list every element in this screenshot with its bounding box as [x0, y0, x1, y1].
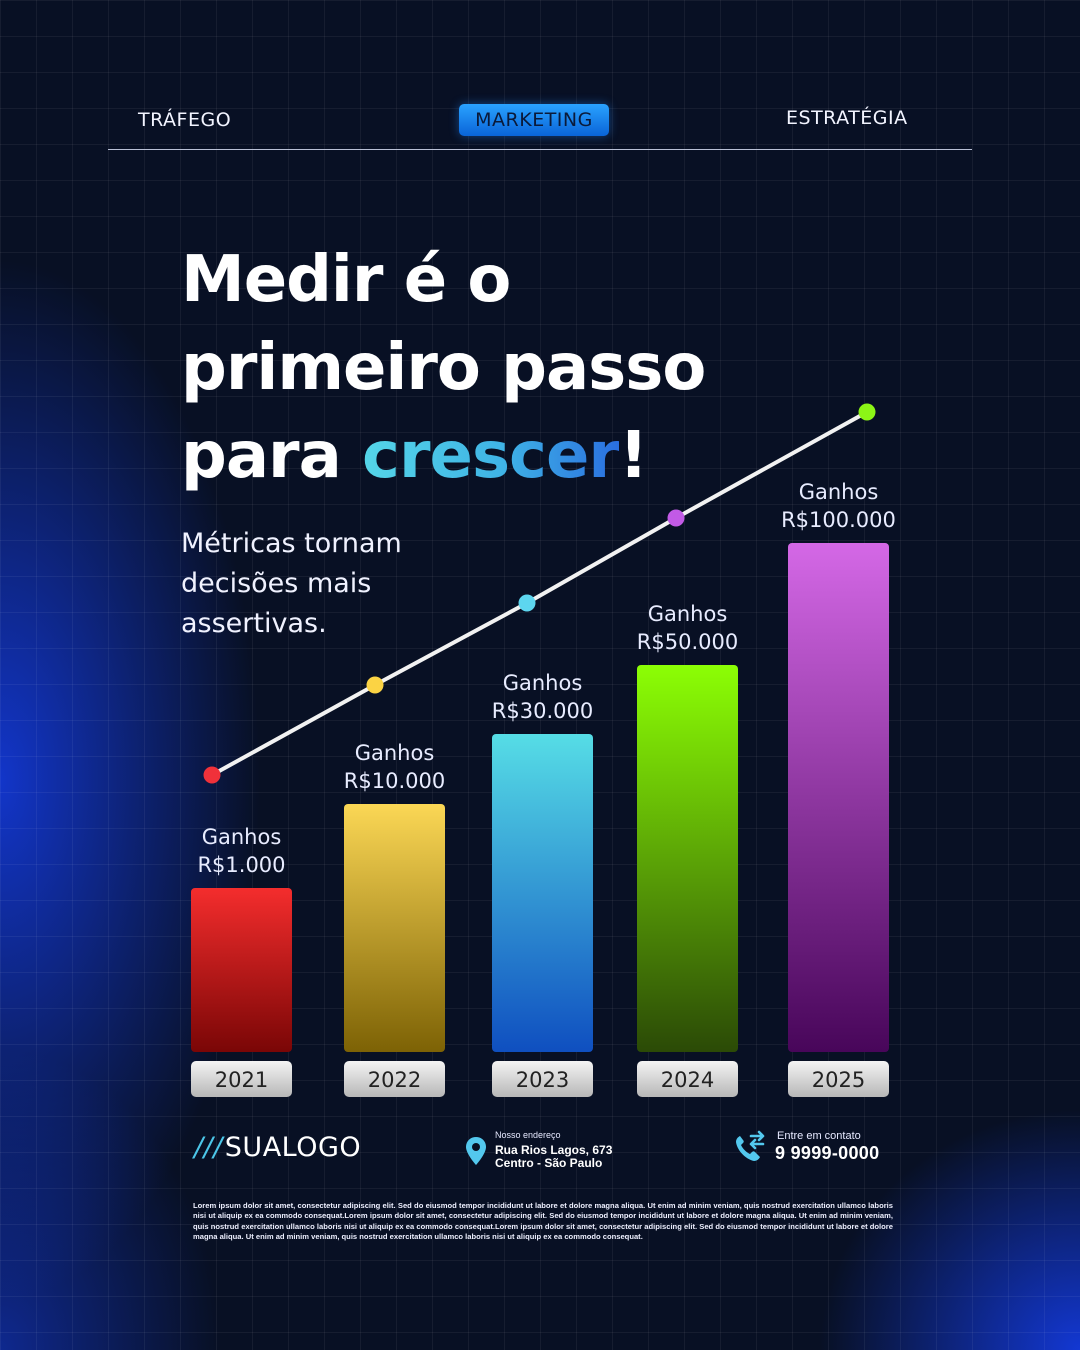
bar-label-title-2023: Ganhos: [503, 671, 583, 695]
year-label-2023: 2023: [516, 1068, 569, 1092]
bar-2023: [492, 734, 593, 1052]
nav-divider: [108, 149, 972, 150]
address-line-1: Rua Rios Lagos, 673: [495, 1143, 613, 1157]
trend-line-layer: [203, 403, 876, 784]
headline-highlight: crescer: [362, 419, 620, 493]
logo-slashes: ///: [194, 1132, 223, 1163]
bar-label-title-2021: Ganhos: [202, 825, 282, 849]
map-pin-icon: [466, 1137, 486, 1165]
address-line-2: Centro - São Paulo: [495, 1156, 603, 1170]
subtitle: Métricas tornam decisões mais assertivas…: [181, 528, 402, 639]
bars-layer: Ganhos R$1.000 2021 Ganhos R$10.000 2022 Ganho…: [191, 480, 896, 1097]
year-label-2024: 2024: [661, 1068, 714, 1092]
trend-point-2021: [203, 766, 221, 784]
phone-transfer-icon: [736, 1130, 765, 1161]
year-label-2025: 2025: [812, 1068, 865, 1092]
year-pill-2023: [492, 1061, 593, 1097]
headline-line-3-prefix: para: [181, 419, 363, 493]
bar-label-value-2024: R$50.000: [637, 630, 738, 654]
nav-tab-trafego[interactable]: TRÁFEGO: [138, 109, 232, 131]
bar-2025: [788, 543, 889, 1052]
brand-logo: ///SUALOGO: [194, 1132, 361, 1163]
bar-label-value-2021: R$1.000: [197, 853, 285, 877]
year-pill-2025: [788, 1061, 889, 1097]
year-pill-2022: [344, 1061, 445, 1097]
bar-2022: [344, 804, 445, 1052]
trend-point-2025: [858, 403, 876, 421]
bar-label-value-2023: R$30.000: [492, 699, 593, 723]
year-pill-2024: [637, 1061, 738, 1097]
year-label-2021: 2021: [215, 1068, 268, 1092]
contact-label: Entre em contato: [777, 1130, 861, 1142]
headline-line-1: Medir é o: [181, 243, 511, 317]
disclaimer-text: Lorem ipsum dolor sit amet, consectetur …: [193, 1201, 893, 1242]
headline-line-3-suffix: !: [618, 419, 648, 493]
logo-text: SUALOGO: [224, 1132, 362, 1163]
headline-line-2: primeiro passo: [181, 331, 706, 405]
bar-2024: [637, 665, 738, 1052]
bar-2021: [191, 888, 292, 1052]
bar-label-title-2025: Ganhos: [799, 480, 879, 504]
headline: Medir é o primeiro passo para crescer!: [181, 236, 706, 500]
trend-point-2022: [366, 676, 384, 694]
bar-label-title-2024: Ganhos: [648, 602, 728, 626]
trend-point-2023: [518, 594, 536, 612]
bar-label-title-2022: Ganhos: [355, 741, 435, 765]
address-label: Nosso endereço: [495, 1130, 561, 1140]
nav-tab-marketing[interactable]: MARKETING: [459, 104, 609, 136]
year-pill-2021: [191, 1061, 292, 1097]
bar-label-value-2022: R$10.000: [344, 769, 445, 793]
nav-tab-estrategia[interactable]: ESTRATÉGIA: [786, 107, 908, 129]
trend-point-2024: [667, 509, 685, 527]
phone-number[interactable]: 9 9999-0000: [775, 1143, 880, 1163]
year-label-2022: 2022: [368, 1068, 421, 1092]
bar-label-value-2025: R$100.000: [781, 508, 896, 532]
